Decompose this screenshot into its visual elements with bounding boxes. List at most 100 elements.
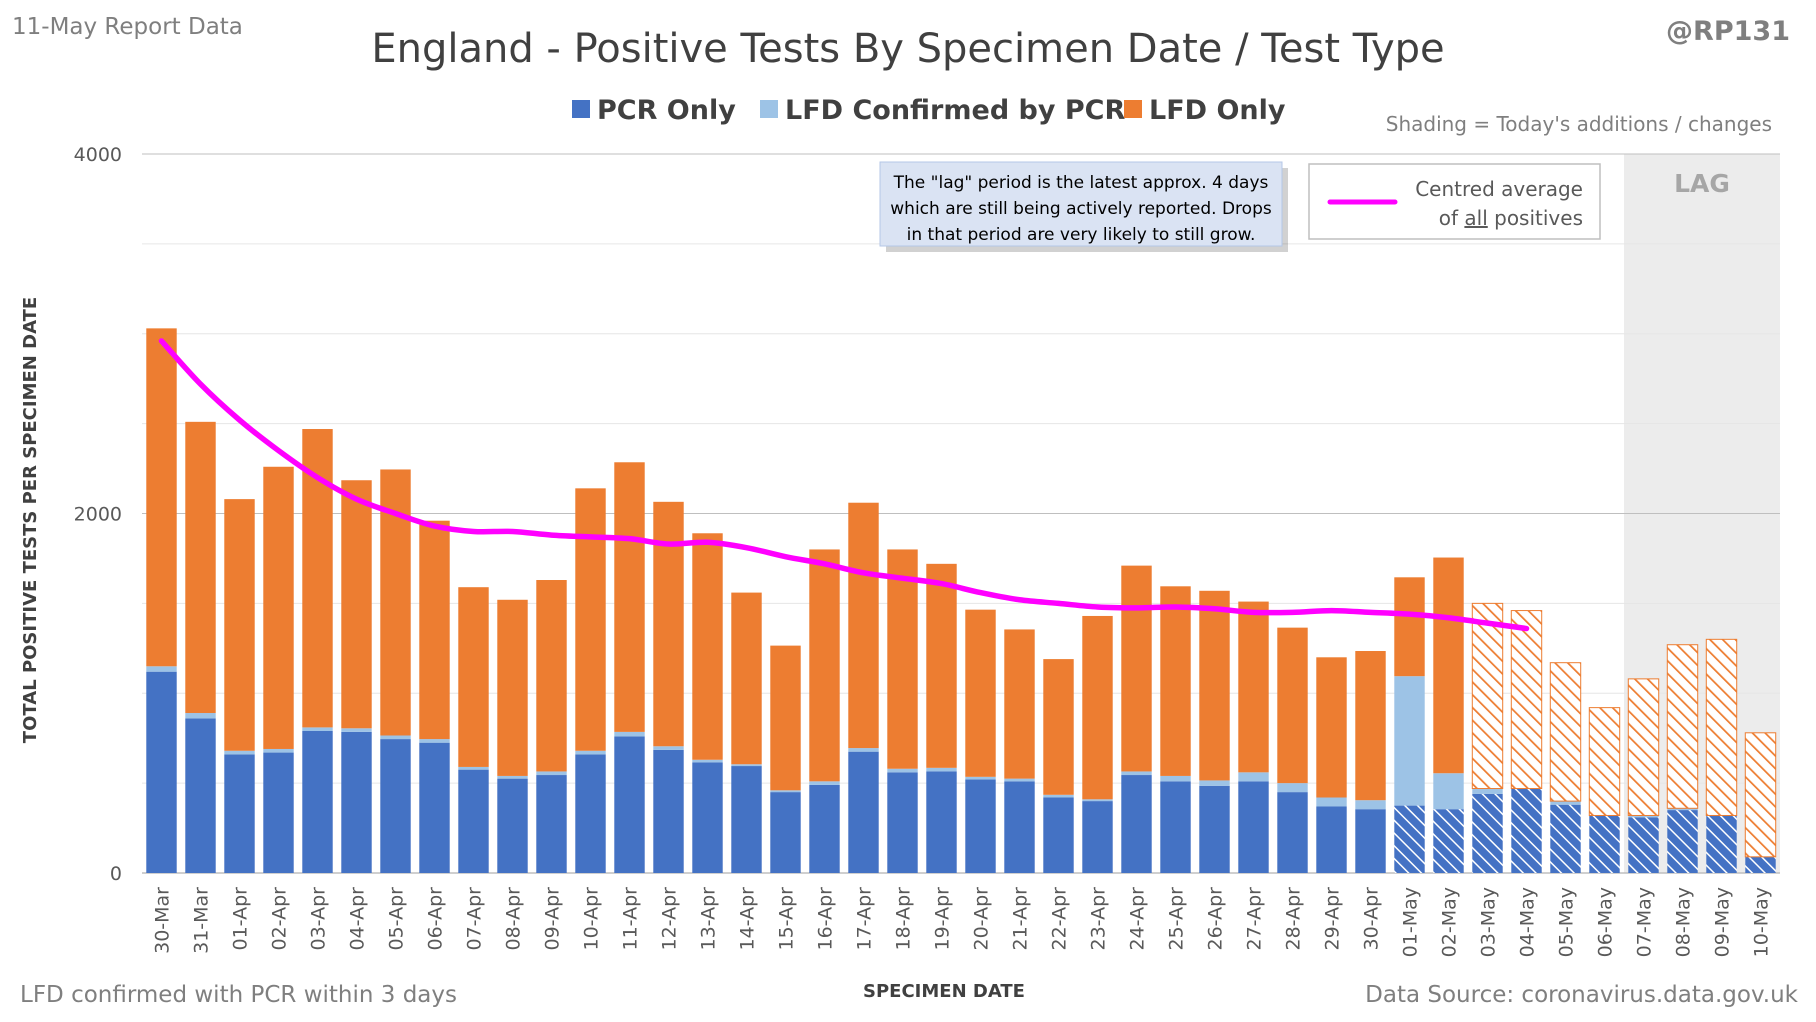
bar-lfd-confirmed — [1238, 772, 1269, 782]
bar-lfd-confirmed — [497, 775, 528, 779]
bar-lfd-only — [146, 328, 177, 667]
bar-lfd-only — [1549, 662, 1582, 802]
bar-pcr-only — [1043, 797, 1074, 873]
y-tick-label: 4000 — [74, 144, 122, 166]
x-tick-label: 04-Apr — [347, 887, 369, 951]
author-handle: @RP131 — [1666, 16, 1790, 47]
x-tick-label: 26-Apr — [1205, 887, 1227, 951]
bar-lfd-confirmed — [341, 728, 372, 732]
bar-pcr-only — [380, 739, 411, 873]
average-legend-label-1: Centred average — [1415, 177, 1583, 201]
bar-lfd-only — [965, 609, 996, 777]
y-tick-label: 2000 — [74, 504, 122, 526]
x-tick-label: 01-May — [1400, 887, 1422, 957]
bar-lfd-only — [848, 502, 879, 749]
bar-pcr-only — [1004, 781, 1035, 873]
bar-lfd-confirmed — [575, 750, 606, 755]
bar-lfd-only — [731, 592, 762, 765]
bar-lfd-only — [341, 480, 372, 729]
average-legend-box: Centred average of all positives — [1308, 163, 1601, 240]
bar-lfd-confirmed — [302, 727, 333, 731]
bar-pcr-only — [224, 754, 255, 873]
bar-pcr-only — [341, 731, 372, 873]
x-tick-label: 10-May — [1751, 887, 1773, 957]
x-tick-label: 06-Apr — [425, 887, 447, 951]
bar-lfd-only — [1744, 732, 1777, 858]
bar-lfd-only — [1705, 638, 1738, 816]
y-axis-ticks: 0 2000 4000 — [74, 144, 122, 885]
y-axis-title: TOTAL POSITIVE TESTS PER SPECIMEN DATE — [20, 297, 41, 743]
x-tick-label: 23-Apr — [1088, 887, 1110, 951]
x-tick-label: 20-Apr — [971, 887, 993, 951]
x-tick-label: 31-Mar — [191, 887, 213, 954]
bar-lfd-only — [1394, 577, 1425, 677]
x-tick-label: 08-May — [1673, 887, 1695, 957]
lag-note-line-1: The "lag" period is the latest approx. 4… — [893, 173, 1269, 193]
bar-lfd-confirmed — [1043, 794, 1074, 798]
bar-lfd-only — [1238, 601, 1269, 773]
bar-lfd-only — [185, 421, 216, 714]
bar-lfd-confirmed — [1004, 778, 1035, 782]
x-tick-label: 06-May — [1595, 887, 1617, 957]
x-tick-label: 02-Apr — [269, 887, 291, 951]
bar-lfd-confirmed — [770, 790, 801, 793]
bars — [146, 328, 1777, 873]
shading-note: Shading = Today's additions / changes — [1385, 112, 1772, 136]
bar-pcr-only — [536, 775, 567, 873]
x-tick-label: 25-Apr — [1166, 887, 1188, 951]
bar-lfd-only — [263, 466, 294, 749]
bar-pcr-only — [1355, 809, 1386, 873]
x-tick-label: 03-Apr — [308, 887, 330, 951]
x-tick-label: 02-May — [1439, 887, 1461, 957]
bar-lfd-only — [926, 563, 957, 768]
bar-pcr-only — [965, 779, 996, 873]
bar-pcr-only — [263, 752, 294, 873]
bar-pcr-only — [1706, 815, 1737, 873]
bar-lfd-only — [458, 587, 489, 767]
bar-pcr-only — [926, 771, 957, 873]
x-tick-label: 08-Apr — [503, 887, 525, 951]
bar-lfd-only — [575, 488, 606, 751]
bar-lfd-only — [419, 520, 450, 740]
legend-swatch-pcr-only — [572, 100, 590, 118]
bar-lfd-confirmed — [146, 666, 177, 672]
bar-pcr-only — [809, 784, 840, 873]
lag-note-line-2: which are still being actively reported.… — [890, 199, 1272, 219]
bar-lfd-only — [1004, 629, 1035, 779]
bar-lfd-confirmed — [926, 767, 957, 772]
gridlines — [142, 153, 1780, 874]
x-axis-ticks: 30-Mar 31-Mar 01-Apr 02-Apr 03-Apr 04-Apr 05-A… — [152, 887, 1773, 958]
x-tick-label: 19-Apr — [932, 887, 954, 951]
bar-lfd-confirmed — [1394, 676, 1425, 806]
bar-lfd-only — [614, 462, 645, 732]
bar-lfd-confirmed — [1082, 799, 1113, 802]
bar-pcr-only — [887, 772, 918, 873]
bar-lfd-confirmed — [263, 748, 294, 753]
average-line-layer — [158, 338, 1530, 632]
bar-pcr-only — [1199, 785, 1230, 873]
legend-swatch-lfd-confirmed — [760, 100, 778, 118]
x-tick-label: 27-Apr — [1244, 887, 1266, 951]
bar-pcr-only — [653, 749, 684, 873]
x-tick-label: 30-Mar — [152, 887, 174, 954]
legend-label-pcr-only: PCR Only — [597, 95, 736, 126]
bar-lfd-confirmed — [809, 781, 840, 785]
bar-lfd-confirmed — [614, 731, 645, 737]
legend: PCR Only LFD Confirmed by PCR LFD Only — [572, 95, 1286, 126]
bar-pcr-only — [848, 751, 879, 873]
x-tick-label: 10-Apr — [581, 887, 603, 951]
lag-note-box: The "lag" period is the latest approx. 4… — [879, 161, 1288, 252]
footer-note: LFD confirmed with PCR within 3 days — [20, 982, 457, 1008]
x-tick-label: 12-Apr — [659, 887, 681, 951]
bar-pcr-only — [497, 778, 528, 873]
bar-pcr-only — [614, 736, 645, 873]
bar-lfd-only — [536, 580, 567, 772]
x-tick-label: 15-Apr — [776, 887, 798, 951]
bar-pcr-only — [1472, 793, 1503, 873]
bar-lfd-only — [653, 501, 684, 747]
average-legend-label-2: of all positives — [1439, 206, 1583, 230]
bar-pcr-only — [185, 718, 216, 873]
bar-pcr-only — [1511, 788, 1542, 873]
bar-lfd-confirmed — [224, 750, 255, 755]
